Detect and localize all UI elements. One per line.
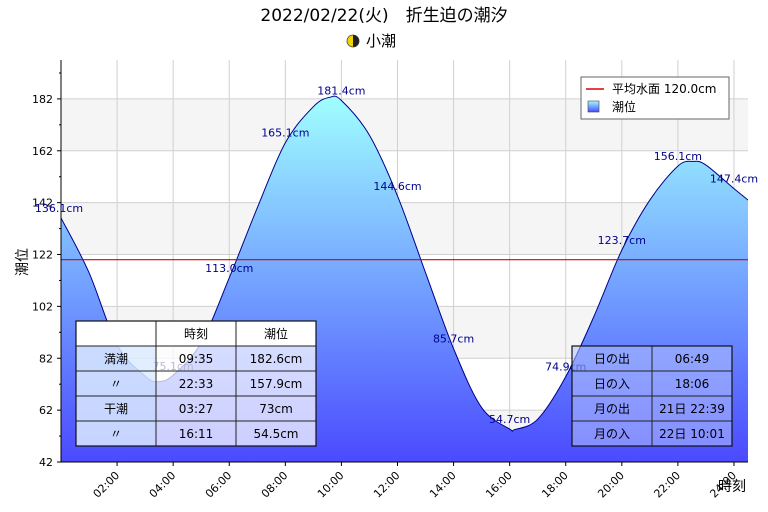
table-cell-text: 18:06 <box>675 377 710 391</box>
table-cell <box>235 395 317 422</box>
x-tick-label: 08:00 <box>259 469 291 501</box>
table-cell <box>75 420 157 447</box>
x-tick-label: 18:00 <box>539 469 571 501</box>
table-cell-text: 月の入 <box>594 427 630 441</box>
table-cell-text: 22:33 <box>179 377 214 391</box>
table-cell <box>571 370 653 397</box>
table-cell-text: 満潮 <box>104 351 128 366</box>
table-cell-text: 21日 22:39 <box>659 402 725 416</box>
x-tick-label: 06:00 <box>203 469 235 501</box>
legend-area-swatch <box>587 100 600 113</box>
table-cell <box>235 320 317 347</box>
table-cell-text: 月の出 <box>594 402 630 416</box>
x-tick-label: 16:00 <box>483 469 515 501</box>
x-tick-label: 12:00 <box>371 469 403 501</box>
table-cell <box>235 420 317 447</box>
table-border <box>571 345 733 447</box>
table-cell-text: 16:11 <box>179 427 214 441</box>
point-label: 136.1cm <box>35 202 83 215</box>
table-cell-text: 潮位 <box>264 326 288 341</box>
y-tick-label: 142 <box>32 197 53 210</box>
x-axis-title: 時刻 <box>718 479 746 495</box>
y-tick-label: 122 <box>32 249 53 262</box>
table-cell-text: 22日 10:01 <box>659 427 725 441</box>
table-cell <box>155 420 237 447</box>
point-label: 156.1cm <box>654 150 702 163</box>
table-cell-text: 時刻 <box>184 327 208 341</box>
x-tick-label: 22:00 <box>651 469 683 501</box>
y-tick-label: 82 <box>39 352 53 365</box>
table-cell-text: 03:27 <box>179 402 214 416</box>
table-cell-text: 54.5cm <box>253 427 298 441</box>
legend: 平均水面 120.0cm 潮位 <box>580 76 730 120</box>
point-label: 123.7cm <box>598 234 646 247</box>
subtitle-group: 小潮 <box>346 32 396 50</box>
x-tick-label: 10:00 <box>315 469 347 501</box>
table-cell <box>571 395 653 422</box>
y-tick-label: 102 <box>32 300 53 313</box>
table-cell <box>75 320 157 347</box>
legend-mean-label: 平均水面 120.0cm <box>612 82 716 96</box>
point-label: 147.4cm <box>710 173 758 186</box>
table-cell <box>651 420 733 447</box>
table-cell-text: 〃 <box>110 427 122 441</box>
moon-phase-icon <box>346 34 360 48</box>
table-cell-text: 157.9cm <box>250 377 303 391</box>
point-label: 85.7cm <box>433 333 474 346</box>
point-label: 113.0cm <box>205 262 253 275</box>
point-label: 181.4cm <box>317 84 365 97</box>
table-cell-text: 日の入 <box>594 377 630 391</box>
table-border <box>75 320 317 447</box>
table-cell-text: 182.6cm <box>250 352 303 366</box>
y-axis-title: 潮位 <box>15 248 31 276</box>
y-tick-label: 42 <box>39 456 53 469</box>
point-label: 54.7cm <box>489 413 530 426</box>
y-tick-label: 182 <box>32 93 53 106</box>
table-cell-text: 09:35 <box>179 352 214 366</box>
y-tick-label: 162 <box>32 145 53 158</box>
point-label: 144.6cm <box>373 180 421 193</box>
x-tick-label: 02:00 <box>91 469 123 501</box>
table-cell <box>571 420 653 447</box>
point-label: 165.1cm <box>261 127 309 140</box>
table-cell <box>651 345 733 372</box>
chart-title: 2022/02/22(火) 折生迫の潮汐 <box>260 6 507 26</box>
table-cell-text: 73cm <box>259 402 293 416</box>
chart-subtitle: 小潮 <box>366 32 396 50</box>
table-cell <box>235 370 317 397</box>
sun-moon-table: 日の出 06:49 日の入 18:06 月の出 21日 22:39 月の入 22日 10:01 <box>571 345 733 447</box>
table-cell-text: 干潮 <box>104 401 128 416</box>
x-tick-label: 04:00 <box>147 469 179 501</box>
legend-area-label: 潮位 <box>612 99 636 114</box>
table-cell <box>651 395 733 422</box>
table-cell <box>75 345 157 372</box>
table-cell-text: 〃 <box>110 377 122 391</box>
x-tick-label: 14:00 <box>427 469 459 501</box>
y-tick-label: 62 <box>39 404 53 417</box>
table-cell-text: 日の出 <box>594 352 630 366</box>
table-cell <box>75 370 157 397</box>
x-tick-label: 20:00 <box>595 469 627 501</box>
table-cell-text: 06:49 <box>675 352 710 366</box>
